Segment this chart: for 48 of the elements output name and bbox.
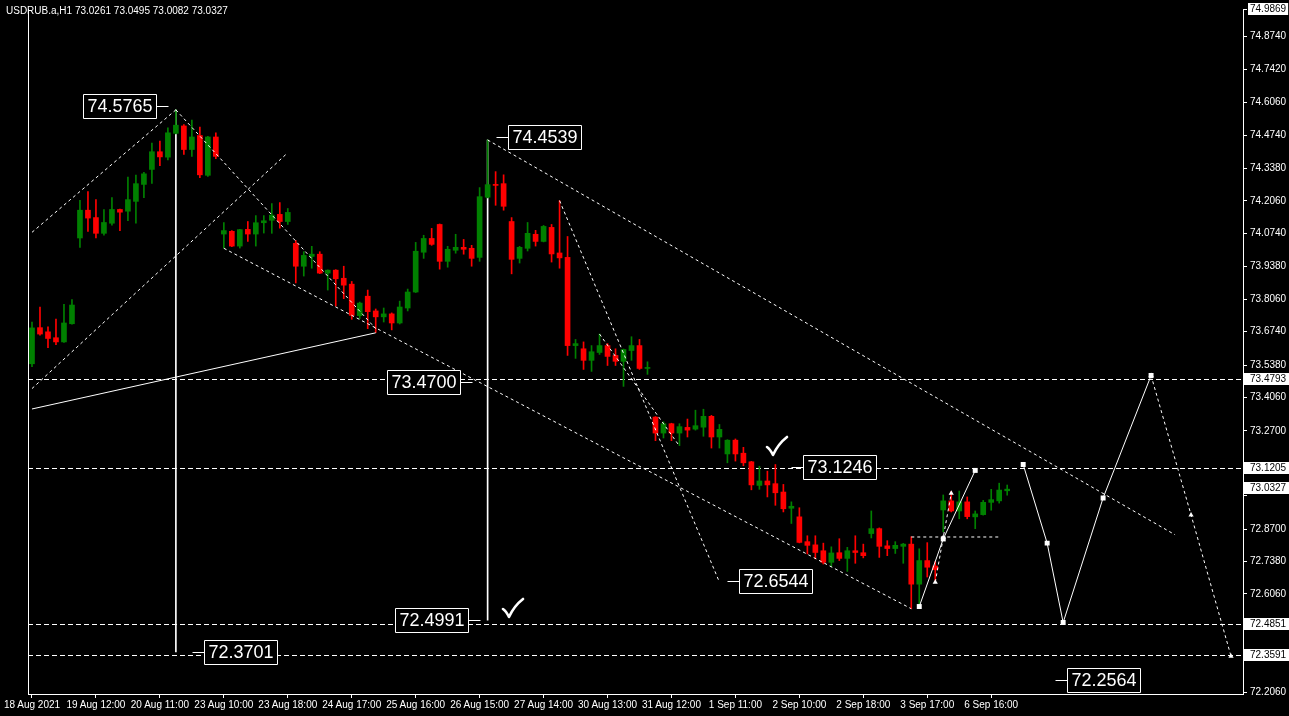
x-tick-label: 27 Aug 14:00 xyxy=(514,698,574,710)
y-tick-label: 74.6060 xyxy=(1250,96,1287,108)
y-tick-label: 74.2060 xyxy=(1250,194,1287,206)
y-tick-label: 74.9869 xyxy=(1250,2,1287,14)
x-tick-label: 23 Aug 10:00 xyxy=(194,698,254,710)
ref-line-label: 72.3591 xyxy=(1250,649,1287,661)
x-tick-label: 30 Aug 13:00 xyxy=(578,698,638,710)
y-tick-label: 72.8700 xyxy=(1250,522,1287,534)
y-tick-label: 73.8060 xyxy=(1250,292,1287,304)
y-tick-label: 73.5380 xyxy=(1250,358,1287,370)
annotation: 72.2564 xyxy=(1071,670,1137,691)
annotation: 73.1246 xyxy=(807,457,873,478)
annotation: 73.4700 xyxy=(391,372,457,393)
y-tick-label: 73.2700 xyxy=(1250,424,1287,436)
y-tick-label: 74.4740 xyxy=(1250,128,1287,140)
x-tick-label: 6 Sep 16:00 xyxy=(964,698,1019,710)
y-tick-label: 74.8740 xyxy=(1250,30,1287,42)
x-tick-label: 23 Aug 18:00 xyxy=(258,698,318,710)
x-tick-label: 2 Sep 18:00 xyxy=(836,698,891,710)
y-tick-label: 74.3380 xyxy=(1250,162,1287,174)
x-tick-label: 3 Sep 17:00 xyxy=(900,698,955,710)
y-tick-label: 73.6740 xyxy=(1250,325,1287,337)
x-tick-label: 2 Sep 10:00 xyxy=(772,698,827,710)
annotation: 74.4539 xyxy=(512,127,578,148)
x-tick-label: 18 Aug 2021 xyxy=(3,698,61,710)
annotation: 72.4991 xyxy=(399,610,465,631)
x-tick-label: 24 Aug 17:00 xyxy=(322,698,382,710)
y-tick-label: 72.2060 xyxy=(1250,686,1287,698)
chart-title: USDRUB.a,H1 73.0261 73.0495 73.0082 73.0327 xyxy=(6,4,229,16)
y-tick-label: 74.0740 xyxy=(1250,227,1287,239)
x-tick-label: 19 Aug 12:00 xyxy=(66,698,126,710)
x-tick-label: 20 Aug 11:00 xyxy=(130,698,190,710)
y-tick-label: 74.7420 xyxy=(1250,62,1287,74)
x-tick-label: 31 Aug 12:00 xyxy=(641,698,702,710)
y-tick-label: 72.6060 xyxy=(1250,587,1287,599)
ref-line-label: 72.4851 xyxy=(1250,618,1287,630)
x-tick-label: 1 Sep 11:00 xyxy=(708,698,763,710)
annotation: 72.3701 xyxy=(208,642,274,663)
x-tick-label: 25 Aug 16:00 xyxy=(386,698,446,710)
y-tick-label: 73.4060 xyxy=(1250,391,1287,403)
x-tick-label: 26 Aug 15:00 xyxy=(450,698,510,710)
text: 73.0327 xyxy=(1250,482,1287,494)
ref-line-label: 73.4793 xyxy=(1250,373,1287,385)
y-tick-label: 73.9380 xyxy=(1250,260,1287,272)
annotation: 74.5765 xyxy=(87,96,153,117)
ref-line-label: 73.1205 xyxy=(1250,462,1287,474)
annotation: 72.6544 xyxy=(743,571,809,592)
y-tick-label: 72.7380 xyxy=(1250,555,1287,567)
